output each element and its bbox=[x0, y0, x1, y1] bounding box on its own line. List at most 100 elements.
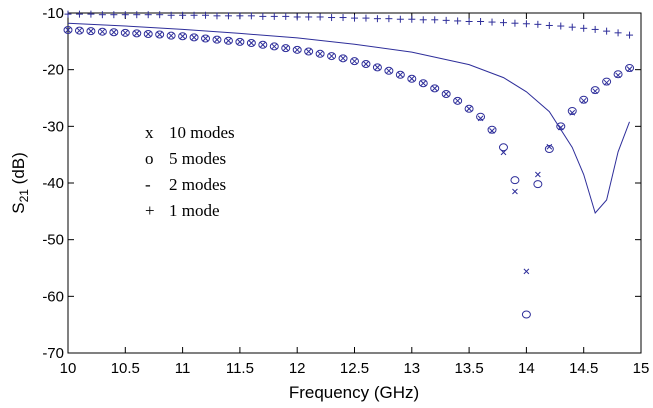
data-point-1-mode bbox=[64, 10, 72, 18]
x-tick-label: 10 bbox=[60, 360, 77, 377]
data-point-5-modes bbox=[567, 107, 577, 116]
data-point-1-mode bbox=[328, 14, 336, 22]
x-mark-stroke bbox=[443, 91, 450, 97]
data-point-1-mode bbox=[419, 16, 427, 24]
data-point-1-mode bbox=[362, 14, 370, 22]
data-point-1-mode bbox=[385, 15, 393, 23]
y-axis-title: S21 (dB) bbox=[9, 152, 31, 214]
x-mark-stroke bbox=[145, 31, 152, 37]
x-mark-stroke bbox=[386, 67, 392, 74]
x-tick-label: 13 bbox=[403, 360, 420, 377]
data-point-5-modes bbox=[155, 30, 165, 39]
data-point-10-modes bbox=[386, 67, 392, 74]
legend-marker-1-mode: + bbox=[145, 201, 155, 220]
x-mark-stroke bbox=[305, 48, 312, 55]
legend-label-10-modes: 10 modes bbox=[169, 123, 235, 142]
x-mark-stroke bbox=[168, 32, 174, 39]
data-point-1-mode bbox=[603, 27, 611, 35]
data-point-10-modes bbox=[156, 31, 163, 38]
x-mark-stroke bbox=[133, 30, 140, 37]
data-point-5-modes bbox=[292, 45, 302, 54]
data-point-1-mode bbox=[293, 13, 301, 21]
data-point-1-mode bbox=[488, 18, 496, 26]
x-mark-stroke bbox=[202, 35, 209, 42]
plot-frame bbox=[67, 12, 642, 354]
data-point-5-modes bbox=[579, 95, 589, 104]
data-point-1-mode bbox=[580, 24, 588, 32]
x-mark-stroke bbox=[271, 43, 278, 50]
data-point-1-mode bbox=[522, 20, 530, 28]
x-tick-label: 11 bbox=[175, 360, 191, 377]
x-mark-stroke bbox=[179, 33, 186, 40]
data-point-1-mode bbox=[305, 13, 313, 21]
data-point-10-modes bbox=[512, 188, 518, 195]
x-mark-stroke bbox=[88, 28, 94, 34]
x-mark-stroke bbox=[328, 53, 335, 59]
data-point-10-modes bbox=[88, 28, 94, 34]
data-point-1-mode bbox=[534, 20, 542, 28]
data-point-10-modes bbox=[168, 32, 174, 39]
x-mark-stroke bbox=[546, 143, 553, 150]
data-point-1-mode bbox=[351, 14, 358, 22]
data-point-10-modes bbox=[535, 171, 541, 178]
data-point-1-mode bbox=[133, 11, 141, 19]
data-point-5-modes bbox=[304, 47, 314, 56]
x-mark-stroke bbox=[76, 27, 83, 34]
data-point-1-mode bbox=[190, 11, 198, 19]
x-tick-label: 13.5 bbox=[454, 360, 483, 377]
data-point-5-modes bbox=[281, 44, 291, 53]
data-point-5-modes bbox=[178, 32, 188, 41]
data-point-1-mode bbox=[454, 17, 462, 25]
x-mark-stroke bbox=[512, 188, 518, 195]
data-point-5-modes bbox=[223, 36, 233, 45]
data-point-10-modes bbox=[259, 41, 266, 48]
data-point-1-mode bbox=[98, 11, 106, 19]
data-point-5-modes bbox=[258, 40, 268, 49]
x-mark-stroke bbox=[351, 58, 358, 65]
data-point-1-mode bbox=[431, 16, 439, 24]
x-mark-stroke bbox=[248, 40, 255, 46]
data-point-5-modes bbox=[269, 42, 279, 51]
data-point-5-modes bbox=[613, 70, 623, 79]
y-tick-label: -40 bbox=[42, 175, 64, 192]
x-mark-stroke bbox=[282, 45, 289, 51]
x-mark-stroke bbox=[110, 29, 117, 36]
legend-marker-10-modes: x bbox=[145, 123, 154, 142]
x-mark-stroke bbox=[191, 34, 197, 41]
data-point-10-modes bbox=[179, 33, 186, 40]
x-mark-stroke bbox=[397, 71, 404, 78]
data-point-1-mode bbox=[499, 19, 507, 27]
x-tick-label: 12 bbox=[289, 360, 306, 377]
legend-marker-5-modes: o bbox=[145, 149, 154, 168]
legend: x 10 modes o 5 modes- 2 modes + 1 mode bbox=[145, 123, 235, 220]
data-point-5-modes bbox=[590, 86, 600, 95]
x-mark-stroke bbox=[214, 36, 220, 43]
data-point-10-modes bbox=[225, 37, 232, 44]
x-mark-stroke bbox=[237, 39, 243, 45]
data-point-1-mode bbox=[511, 19, 519, 27]
x-mark-stroke bbox=[363, 61, 369, 67]
x-mark-stroke bbox=[420, 80, 427, 87]
data-point-5-modes bbox=[361, 60, 371, 68]
data-point-5-modes bbox=[338, 54, 348, 63]
data-point-1-mode bbox=[316, 13, 324, 21]
data-point-5-modes bbox=[602, 77, 612, 86]
data-point-10-modes bbox=[546, 143, 553, 150]
data-point-5-modes bbox=[395, 70, 405, 79]
data-point-1-mode bbox=[247, 12, 255, 20]
data-point-5-modes bbox=[510, 176, 520, 185]
data-point-1-mode bbox=[408, 15, 416, 23]
data-point-1-mode bbox=[179, 11, 187, 19]
x-mark-stroke bbox=[408, 75, 415, 82]
x-mark-stroke bbox=[523, 268, 530, 275]
data-point-5-modes bbox=[327, 52, 337, 61]
data-point-5-modes bbox=[143, 29, 153, 38]
data-point-10-modes bbox=[191, 34, 197, 41]
y-tick-label: -60 bbox=[42, 288, 64, 305]
data-point-1-mode bbox=[213, 12, 221, 20]
data-point-10-modes bbox=[340, 55, 346, 62]
data-point-10-modes bbox=[133, 30, 140, 37]
data-point-1-mode bbox=[224, 12, 232, 20]
data-point-5-modes bbox=[521, 310, 531, 319]
